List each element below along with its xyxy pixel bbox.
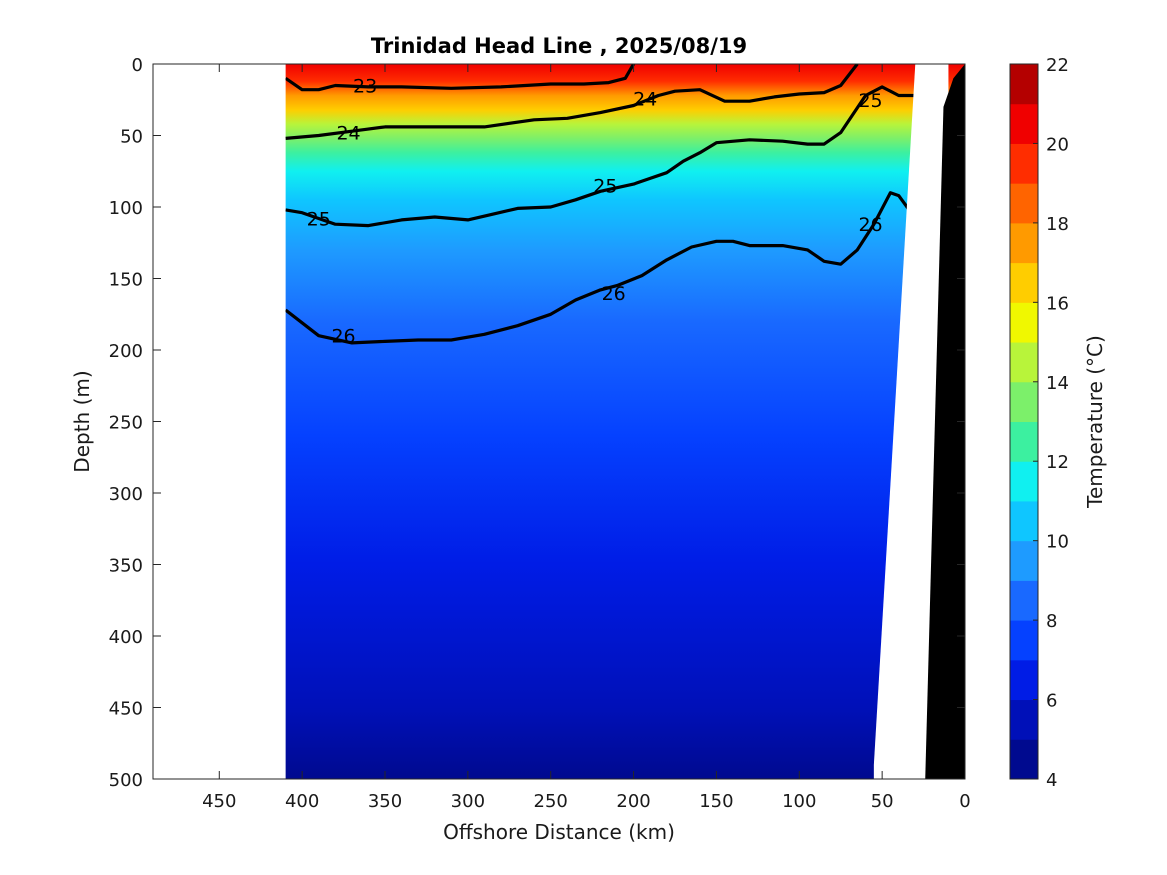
colorbar-label: Temperature (°C) [1083, 335, 1107, 509]
contour-label: 25 [593, 176, 617, 198]
colorbar-level [1010, 659, 1038, 701]
y-tick-label: 500 [109, 770, 143, 791]
x-axis-ticks: 450 400 350 300 250 200 150 100 50 0 [202, 64, 971, 812]
colorbar-level [1010, 302, 1038, 343]
colorbar-level [1010, 739, 1038, 780]
colorbar-level [1010, 381, 1038, 422]
seafloor-shelf [925, 64, 965, 779]
colorbar-tick-label: 18 [1046, 214, 1069, 235]
density-contours [285, 64, 933, 345]
coast-bathymetry [873, 64, 965, 779]
x-tick-label: 450 [202, 791, 236, 812]
y-tick-label: 250 [109, 413, 143, 434]
temperature-field [285, 64, 966, 779]
contour-label: 26 [331, 326, 355, 348]
x-tick-label: 0 [959, 791, 970, 812]
colorbar-level [1010, 500, 1038, 542]
y-tick-label: 50 [120, 127, 143, 148]
contour-label: 24 [633, 88, 657, 110]
colorbar-level [1010, 64, 1038, 105]
colorbar-tick-label: 4 [1046, 770, 1057, 791]
colorbar [1009, 63, 1039, 780]
y-tick-label: 450 [109, 699, 143, 720]
colorbar-tick-label: 10 [1046, 532, 1069, 553]
colorbar-level [1010, 461, 1038, 502]
y-tick-label: 150 [109, 270, 143, 291]
colorbar-level [1010, 620, 1038, 661]
colorbar-tick-label: 12 [1046, 452, 1069, 473]
x-tick-label: 250 [534, 791, 568, 812]
colorbar-level [1010, 699, 1038, 740]
density-contour-26 [285, 191, 933, 345]
colorbar-level [1010, 342, 1038, 383]
x-tick-label: 200 [616, 791, 650, 812]
contour-label: 24 [336, 123, 360, 145]
colorbar-tick-label: 16 [1046, 293, 1069, 314]
y-tick-label: 0 [132, 55, 143, 76]
contour-label: 23 [353, 75, 377, 97]
colorbar-tick-label: 22 [1046, 55, 1069, 76]
colorbar-level [1010, 580, 1038, 621]
colorbar-level [1010, 143, 1038, 184]
y-axis-label: Depth (m) [70, 370, 94, 472]
x-tick-label: 350 [368, 791, 402, 812]
colorbar-ticks: 4 6 8 10 12 14 16 18 20 22 [1033, 55, 1069, 791]
colorbar-level [1010, 540, 1038, 581]
chart-title: Trinidad Head Line , 2025/08/19 [371, 34, 747, 58]
colorbar-tick-label: 6 [1046, 691, 1057, 712]
colorbar-level [1010, 262, 1038, 303]
colorbar-level [1010, 421, 1038, 462]
contour-label: 26 [602, 283, 626, 305]
x-tick-label: 150 [699, 791, 733, 812]
colorbar-tick-label: 14 [1046, 373, 1069, 394]
density-contour-24 [285, 64, 859, 140]
colorbar-level [1010, 103, 1038, 144]
unsampled-region [873, 64, 949, 779]
density-contour-23 [285, 64, 635, 92]
y-tick-label: 300 [109, 484, 143, 505]
colorbar-level [1010, 222, 1038, 264]
y-tick-label: 350 [109, 556, 143, 577]
colorbar-frame [1009, 63, 1039, 780]
x-tick-label: 400 [285, 791, 319, 812]
x-tick-label: 100 [782, 791, 816, 812]
colorbar-level [1010, 183, 1038, 224]
density-contour-25 [285, 85, 933, 228]
y-tick-label: 100 [109, 198, 143, 219]
y-tick-label: 200 [109, 341, 143, 362]
x-tick-label: 50 [871, 791, 894, 812]
colorbar-tick-label: 8 [1046, 611, 1057, 632]
y-axis-ticks: 0 50 100 150 200 250 300 350 400 450 500 [109, 55, 965, 791]
y-tick-label: 400 [109, 627, 143, 648]
temperature-fill [285, 64, 966, 779]
x-axis-label: Offshore Distance (km) [443, 820, 675, 844]
contour-label: 25 [858, 90, 882, 112]
contour-label: 26 [858, 214, 882, 236]
x-tick-label: 300 [451, 791, 485, 812]
contour-label: 25 [307, 208, 331, 230]
contour-labels: 23 24 24 25 25 25 26 26 26 [307, 75, 883, 347]
colorbar-tick-label: 20 [1046, 134, 1069, 155]
